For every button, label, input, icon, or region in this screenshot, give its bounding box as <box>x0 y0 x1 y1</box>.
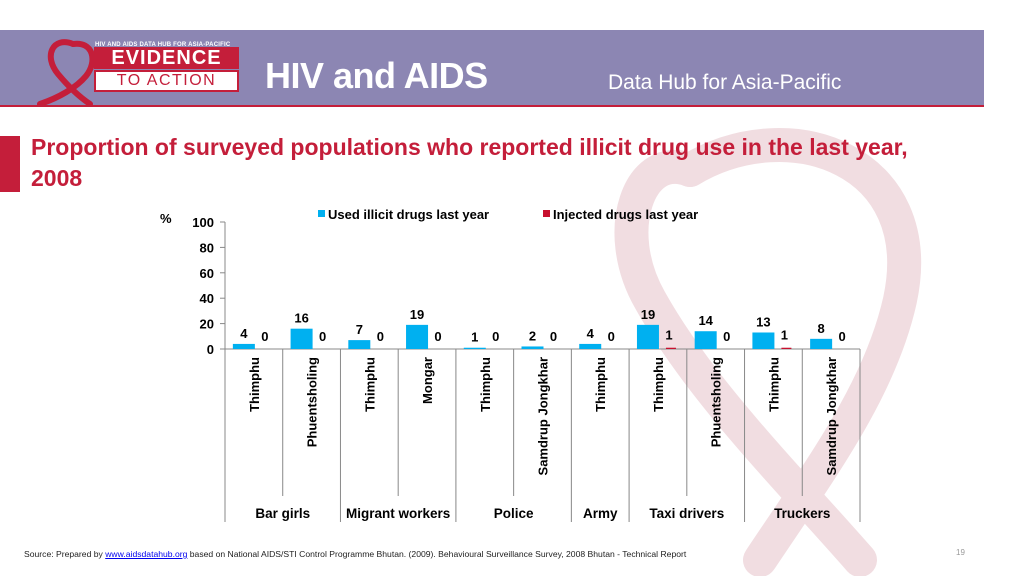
header-subtitle: Data Hub for Asia-Pacific <box>608 71 842 94</box>
bar-injected-drugs <box>781 347 792 349</box>
data-label-used: 19 <box>641 307 655 322</box>
data-label-used: 7 <box>356 322 363 337</box>
bar-used-illicit-drugs <box>694 331 717 349</box>
category-label: Mongar <box>420 357 435 404</box>
y-tick-label: 20 <box>200 317 214 332</box>
bar-used-illicit-drugs <box>752 332 775 349</box>
logo-caption: HIV AND AIDS DATA HUB FOR ASIA-PACIFIC <box>95 42 231 48</box>
data-label-injected: 1 <box>781 328 788 343</box>
y-tick-label: 0 <box>207 342 214 357</box>
bar-used-illicit-drugs <box>463 347 486 349</box>
data-label-used: 2 <box>529 328 536 343</box>
y-axis-title: % <box>160 211 172 226</box>
bar-used-illicit-drugs <box>810 338 833 349</box>
data-label-injected: 0 <box>319 329 326 344</box>
legend-label: Injected drugs last year <box>553 207 698 222</box>
source-suffix: based on National AIDS/STI Control Progr… <box>187 549 687 559</box>
category-label: Samdrup Jongkhar <box>824 357 839 475</box>
logo-action-text: TO ACTION <box>94 70 239 92</box>
group-label: Taxi drivers <box>649 506 724 521</box>
bar-used-illicit-drugs <box>521 346 544 349</box>
category-label: Thimphu <box>478 357 493 412</box>
y-tick-label: 80 <box>200 240 214 255</box>
data-label-used: 16 <box>294 311 308 326</box>
title-accent-bar <box>0 136 20 192</box>
bar-used-illicit-drugs <box>406 324 429 349</box>
bar-injected-drugs <box>665 347 676 349</box>
data-label-injected: 1 <box>665 328 672 343</box>
data-label-injected: 0 <box>434 329 441 344</box>
category-label: Samdrup Jongkhar <box>536 357 551 475</box>
data-label-used: 14 <box>698 313 713 328</box>
header-title: HIV and AIDS <box>265 55 488 96</box>
group-label: Police <box>494 506 534 521</box>
data-label-injected: 0 <box>723 329 730 344</box>
category-label: Phuentsholing <box>305 357 320 447</box>
legend-swatch <box>543 210 550 217</box>
category-label: Thimphu <box>362 357 377 412</box>
legend-label: Used illicit drugs last year <box>328 207 489 222</box>
data-label-used: 1 <box>471 330 478 345</box>
ribbon-right-loop <box>673 128 922 576</box>
bar-used-illicit-drugs <box>232 343 255 349</box>
group-label: Truckers <box>774 506 830 521</box>
data-label-injected: 0 <box>550 329 557 344</box>
data-label-injected: 0 <box>608 329 615 344</box>
category-label: Phuentsholing <box>709 357 724 447</box>
data-label-injected: 0 <box>492 329 499 344</box>
logo <box>18 36 248 106</box>
data-label-injected: 0 <box>261 329 268 344</box>
legend-swatch <box>318 210 325 217</box>
slide-title: Proportion of surveyed populations who r… <box>31 134 908 191</box>
data-label-injected: 0 <box>839 329 846 344</box>
y-tick-label: 100 <box>192 215 214 230</box>
bar-used-illicit-drugs <box>636 324 659 349</box>
data-label-injected: 0 <box>377 329 384 344</box>
bar-used-illicit-drugs <box>579 343 602 349</box>
data-label-used: 13 <box>756 314 770 329</box>
group-label: Army <box>583 506 618 521</box>
category-label: Thimphu <box>247 357 262 412</box>
data-label-used: 4 <box>240 326 248 341</box>
logo-evidence-text: EVIDENCE <box>94 47 239 69</box>
y-tick-label: 40 <box>200 291 214 306</box>
category-label: Thimphu <box>651 357 666 412</box>
y-tick-label: 60 <box>200 266 214 281</box>
header-divider <box>0 105 984 107</box>
bar-used-illicit-drugs <box>348 340 371 349</box>
category-label: Thimphu <box>766 357 781 412</box>
source-note: Source: Prepared by www.aidsdatahub.org … <box>24 549 686 559</box>
data-label-used: 4 <box>587 326 595 341</box>
source-prefix: Source: Prepared by <box>24 549 106 559</box>
source-link[interactable]: www.aidsdatahub.org <box>105 549 188 559</box>
data-label-used: 8 <box>818 321 825 336</box>
category-label: Thimphu <box>593 357 608 412</box>
bar-used-illicit-drugs <box>290 328 313 349</box>
group-label: Migrant workers <box>346 506 450 521</box>
group-label: Bar girls <box>255 506 310 521</box>
data-label-used: 19 <box>410 307 424 322</box>
red-ribbon-icon <box>37 39 96 106</box>
page-number: 19 <box>956 548 965 557</box>
